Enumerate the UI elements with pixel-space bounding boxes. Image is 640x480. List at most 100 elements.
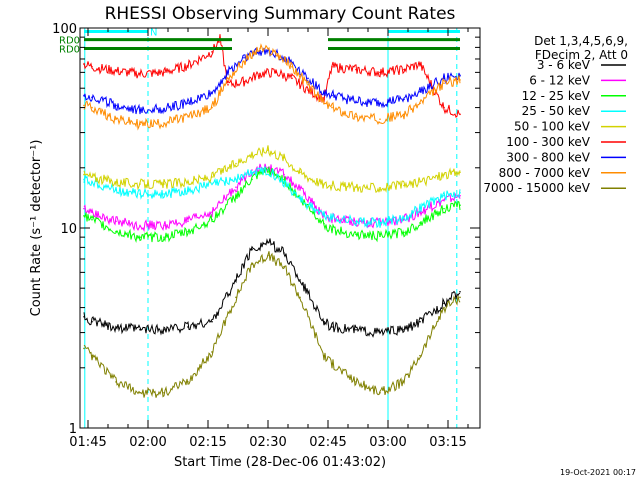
data-point-3-6-kev-5 [163, 328, 165, 331]
data-point-50-100-kev-5 [163, 183, 165, 185]
data-point-50-100-kev-4 [139, 183, 141, 185]
data-point-7000-15000-kev-11 [283, 265, 285, 268]
data-point-300-800-kev-16 [355, 100, 357, 103]
data-point-300-800-kev-14 [323, 92, 325, 95]
data-point-25-50-kev-18 [419, 207, 421, 209]
data-point-7000-15000-kev-12 [299, 296, 301, 299]
series-12-25-kev [83, 166, 461, 243]
data-point-6-12-kev-7 [211, 211, 213, 213]
data-point-6-12-kev-9 [251, 169, 253, 171]
annotation-bar-label-1: N [150, 28, 157, 39]
data-point-7000-15000-kev-16 [379, 391, 381, 394]
data-point-800-7000-kev-6 [187, 115, 189, 118]
series-3-6-kev [83, 238, 461, 338]
data-point-6-12-kev-2 [91, 211, 93, 213]
data-point-50-100-kev-7 [211, 176, 213, 178]
series-800-7000-kev [83, 43, 461, 131]
legend-label-6-12-kev: 6 - 12 keV [529, 73, 591, 87]
data-point-800-7000-kev-10 [259, 47, 261, 50]
x-axis: 01:45 02:00 02:15 02:30 02:45 03:00 03:15 [69, 28, 469, 450]
data-point-12-25-kev-2 [91, 218, 93, 221]
data-point-800-7000-kev-4 [139, 123, 141, 126]
data-point-50-100-kev-17 [403, 184, 405, 187]
legend-label-12-25-kev: 12 - 25 keV [522, 89, 591, 103]
legend-label-800-7000-kev: 800 - 7000 keV [499, 166, 591, 180]
data-point-800-7000-kev-1 [83, 104, 85, 107]
data-point-50-100-kev-3 [115, 181, 117, 183]
series-line-800-7000-kev [83, 43, 461, 131]
data-point-25-50-kev-1 [83, 178, 85, 181]
data-point-25-50-kev-4 [139, 193, 141, 195]
data-point-7000-15000-kev-9 [251, 263, 253, 265]
data-point-7000-15000-kev-3 [115, 381, 117, 383]
data-point-12-25-kev-18 [419, 222, 421, 224]
data-point-25-50-kev-20 [459, 191, 461, 194]
data-point-12-25-kev-16 [379, 235, 381, 237]
data-point-50-100-kev-12 [299, 171, 301, 174]
data-point-100-300-kev-6 [187, 64, 189, 67]
data-point-12-25-kev-9 [251, 178, 253, 181]
data-point-100-300-kev-9 [227, 83, 229, 86]
data-point-100-300-kev-5 [163, 71, 165, 74]
data-point-300-800-kev-4 [139, 108, 141, 111]
series-line-7000-15000-kev [83, 251, 461, 398]
annotation-bar-label-2: RD0 [59, 36, 80, 47]
data-point-50-100-kev-13 [323, 183, 325, 186]
data-point-100-300-kev-10 [243, 80, 245, 83]
data-point-3-6-kev-11 [283, 252, 285, 254]
legend-label-50-100-kev: 50 - 100 keV [514, 120, 591, 134]
data-point-25-50-kev-6 [187, 190, 189, 192]
legend-label-3-6-kev: 3 - 6 keV [537, 58, 591, 72]
data-point-300-800-kev-20 [443, 77, 445, 80]
data-point-800-7000-kev-14 [323, 102, 325, 105]
y-axis: 1 10 100 [52, 22, 480, 437]
data-point-800-7000-kev-20 [443, 82, 445, 84]
data-point-12-25-kev-14 [331, 228, 333, 231]
data-point-3-6-kev-4 [139, 328, 141, 331]
data-point-7000-15000-kev-1 [83, 347, 85, 350]
legend-label-7000-15000-kev: 7000 - 15000 keV [483, 181, 590, 195]
data-point-7000-15000-kev-5 [163, 391, 165, 394]
data-point-100-300-kev-19 [403, 68, 405, 71]
data-point-800-7000-kev-7 [211, 106, 213, 109]
data-point-25-50-kev-15 [355, 220, 357, 223]
data-point-3-6-kev-12 [299, 279, 301, 281]
data-point-100-300-kev-22 [459, 113, 461, 116]
data-point-6-12-kev-12 [299, 189, 301, 191]
data-point-3-6-kev-8 [235, 279, 237, 281]
y-tick-label: 10 [60, 222, 77, 237]
data-point-300-800-kev-3 [115, 104, 117, 107]
data-point-100-300-kev-4 [139, 73, 141, 75]
data-point-3-6-kev-16 [379, 331, 381, 334]
data-point-25-50-kev-16 [379, 222, 381, 224]
data-point-12-25-kev-1 [83, 215, 85, 217]
data-point-50-100-kev-2 [91, 176, 93, 178]
data-point-50-100-kev-14 [331, 184, 333, 187]
data-point-50-100-kev-15 [355, 186, 357, 188]
data-point-25-50-kev-19 [443, 194, 445, 197]
data-point-300-800-kev-9 [243, 56, 245, 59]
x-tick-label: 02:45 [309, 435, 346, 450]
data-point-300-800-kev-5 [163, 107, 165, 110]
series-100-300-kev [83, 34, 461, 118]
data-point-25-50-kev-14 [331, 217, 333, 219]
data-point-25-50-kev-5 [163, 193, 165, 195]
data-point-100-300-kev-17 [355, 68, 357, 71]
data-point-50-100-kev-19 [443, 173, 445, 176]
data-point-100-300-kev-20 [419, 63, 421, 65]
data-point-7000-15000-kev-15 [355, 381, 357, 383]
data-point-100-300-kev-1 [83, 63, 85, 65]
data-point-6-12-kev-6 [187, 220, 189, 223]
data-point-7000-15000-kev-2 [91, 354, 93, 357]
data-point-800-7000-kev-2 [91, 106, 93, 109]
data-point-3-6-kev-13 [323, 320, 325, 323]
data-point-12-25-kev-5 [163, 236, 165, 238]
data-point-25-50-kev-8 [235, 178, 237, 181]
data-point-800-7000-kev-21 [459, 79, 461, 81]
data-point-25-50-kev-9 [251, 171, 253, 174]
data-point-25-50-kev-7 [211, 183, 213, 186]
data-point-3-6-kev-17 [403, 328, 405, 331]
data-point-3-6-kev-18 [419, 320, 421, 323]
data-point-12-25-kev-15 [355, 233, 357, 236]
